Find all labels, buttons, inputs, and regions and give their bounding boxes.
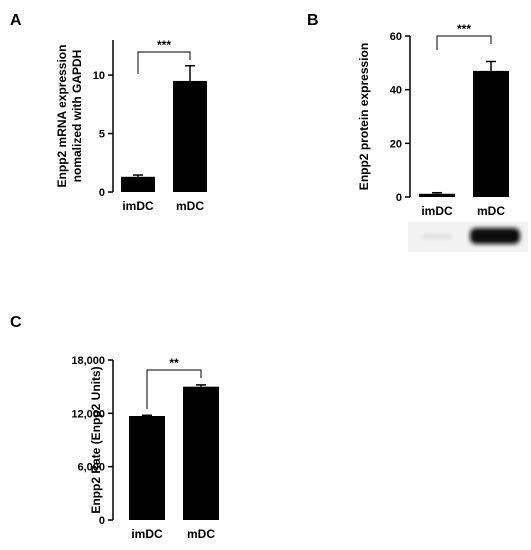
y-axis-title-c: Enpp2 Rate (Enpp2 Units) <box>89 366 103 513</box>
blot-band-mdc <box>470 228 520 244</box>
bar-mdc-b <box>473 70 509 197</box>
significance-bracket-a <box>137 51 191 74</box>
panel-letter-c: C <box>10 314 22 331</box>
x-tick-label-c: mDC <box>187 527 215 541</box>
y-axis-title-b: Enpp2 protein expression <box>357 43 371 190</box>
significance-bracket-c <box>146 369 202 409</box>
panel-letter-b: B <box>307 12 319 29</box>
panel-letter-a: A <box>10 12 22 29</box>
chart-protein-expression: 0 20 40 60 imDC mDC *** Enpp2 protein expressio… <box>357 22 509 218</box>
y-tick-label-b: 20 <box>390 138 402 150</box>
y-tick-label-a: 0 <box>99 187 105 199</box>
y-axis-title-a: Enpp2 mRNA expression <box>55 45 69 188</box>
western-blot <box>408 222 528 252</box>
x-tick-label-c: imDC <box>131 527 163 541</box>
y-tick-label-c: 6,000 <box>77 462 105 474</box>
chart-enpp2-rate: 0 6,000 12,000 18,000 imDC mDC ** Enpp2 Rate (E… <box>71 355 219 541</box>
x-tick-label-b: mDC <box>477 204 505 218</box>
significance-label-a: *** <box>157 38 171 52</box>
bar-imdc-c <box>129 416 165 520</box>
bar-mdc-a <box>173 80 207 192</box>
bar-imdc-a <box>121 176 155 192</box>
bar-imdc-b <box>419 193 455 197</box>
y-tick-label-b: 40 <box>390 85 402 97</box>
significance-bracket-b <box>436 35 492 50</box>
significance-label-c: ** <box>169 356 179 370</box>
y-tick-label-c: 18,000 <box>71 355 105 367</box>
y-tick-label-c: 0 <box>99 515 105 527</box>
y-tick-label-b: 60 <box>390 31 402 43</box>
y-tick-label-b: 0 <box>396 192 402 204</box>
x-tick-label-a: mDC <box>176 199 204 213</box>
y-tick-label-a: 10 <box>93 70 105 82</box>
x-tick-label-a: imDC <box>122 199 154 213</box>
y-axis-title-a: nomalized with GAPDH <box>70 50 84 183</box>
x-tick-label-b: imDC <box>421 204 453 218</box>
significance-label-b: *** <box>457 22 471 36</box>
blot-band-imdc <box>422 234 452 239</box>
bar-mdc-c <box>183 386 219 520</box>
y-tick-label-c: 12,000 <box>71 408 105 420</box>
y-tick-label-a: 5 <box>99 129 105 141</box>
chart-mrna-expression: 0 5 10 imDC mDC *** Enpp2 mRNA expression nomal… <box>55 38 207 213</box>
